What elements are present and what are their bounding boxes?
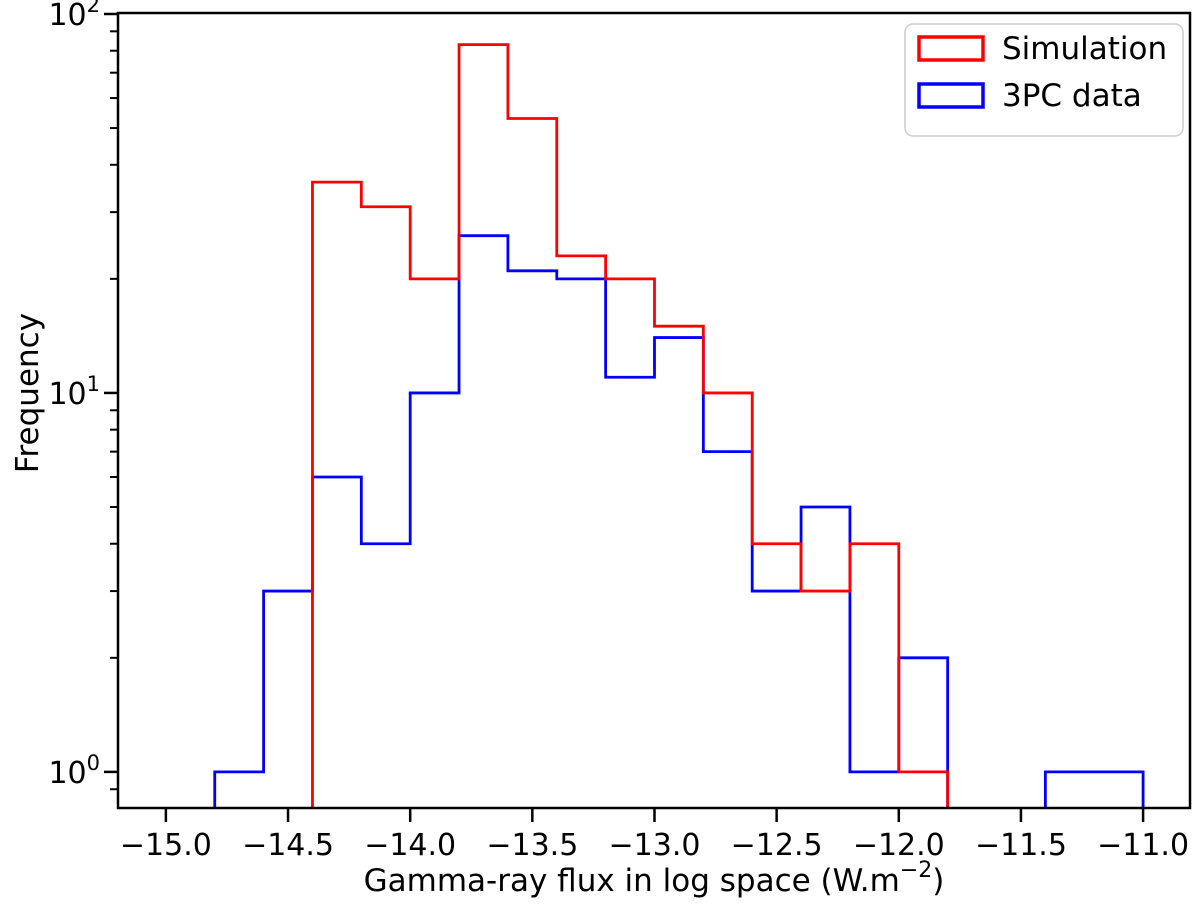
legend-label-simulation: Simulation bbox=[1002, 31, 1167, 67]
series-layer bbox=[213, 43, 1145, 808]
plot-area-border bbox=[116, 11, 1192, 810]
series-simulation-path bbox=[311, 43, 950, 808]
y-tick-label: 100 bbox=[48, 751, 100, 791]
y-tick-label: 101 bbox=[48, 372, 100, 412]
x-tick-label: −11.5 bbox=[975, 828, 1067, 863]
x-tick-label: −11.0 bbox=[1097, 828, 1189, 863]
x-tick-label: −14.0 bbox=[364, 828, 456, 863]
x-tick-label: −14.5 bbox=[242, 828, 334, 863]
x-tick-label: −13.5 bbox=[486, 828, 578, 863]
x-tick-label: −13.0 bbox=[609, 828, 701, 863]
x-tick-label: −12.5 bbox=[731, 828, 823, 863]
legend-swatch-3pc-data bbox=[917, 82, 985, 109]
axes-ticks: −15.0 −14.5 −14.0 −13.5 −13.0 −12.5 −12.0 −11.5… bbox=[48, 0, 1189, 863]
legend-label-3pc-data: 3PC data bbox=[1002, 78, 1142, 114]
legend-swatch-simulation bbox=[917, 35, 985, 62]
x-tick-label: −15.0 bbox=[120, 828, 212, 863]
x-axis-label: Gamma-ray flux in log space (W.m−2) bbox=[364, 858, 945, 899]
legend: Simulation 3PC data bbox=[904, 23, 1184, 137]
x-tick-label: −12.0 bbox=[853, 828, 945, 863]
series-3pc-data-path bbox=[213, 234, 1145, 808]
y-axis-label: Frequency bbox=[10, 313, 46, 473]
y-tick-label: 102 bbox=[48, 0, 100, 33]
